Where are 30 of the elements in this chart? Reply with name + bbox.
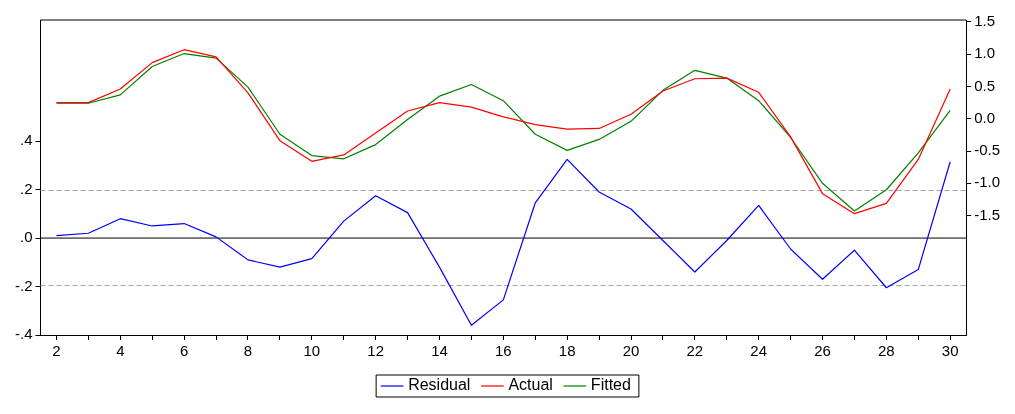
x-tick-label: 22 bbox=[686, 342, 704, 360]
x-tick-label: 24 bbox=[750, 342, 768, 360]
y-tick-label: -.4 bbox=[14, 325, 33, 343]
x-tick-label: 18 bbox=[558, 342, 576, 360]
legend-label: Residual bbox=[408, 376, 471, 394]
y-tick-label: .4 bbox=[19, 131, 33, 149]
y2-tick-label: 0.0 bbox=[974, 108, 996, 126]
x-tick-label: 20 bbox=[622, 342, 640, 360]
y2-tick-label: -0.5 bbox=[974, 141, 1001, 159]
legend-label: Actual bbox=[508, 376, 553, 394]
y2-tick-label: 0.5 bbox=[974, 76, 996, 94]
x-tick-label: 26 bbox=[814, 342, 831, 360]
x-tick-label: 2 bbox=[52, 342, 61, 360]
x-tick-label: 14 bbox=[431, 342, 448, 360]
x-tick-label: 16 bbox=[494, 342, 512, 360]
y2-tick-label: -1.0 bbox=[974, 173, 1001, 191]
x-tick-label: 8 bbox=[243, 342, 253, 360]
y-tick-label: .2 bbox=[19, 179, 33, 197]
y-tick-label: -.2 bbox=[14, 276, 33, 294]
legend-label: Fitted bbox=[590, 376, 631, 394]
y2-tick-label: 1.5 bbox=[974, 12, 996, 30]
x-tick-label: 6 bbox=[179, 342, 189, 360]
x-tick-label: 10 bbox=[303, 342, 321, 360]
y2-tick-label: -1.5 bbox=[974, 205, 1001, 223]
y-tick-label: .0 bbox=[19, 228, 33, 246]
x-tick-label: 4 bbox=[116, 342, 125, 360]
x-tick-label: 12 bbox=[367, 342, 384, 360]
y2-tick-label: 1.0 bbox=[974, 44, 996, 62]
x-tick-label: 30 bbox=[941, 342, 959, 360]
x-tick-label: 28 bbox=[878, 342, 895, 360]
